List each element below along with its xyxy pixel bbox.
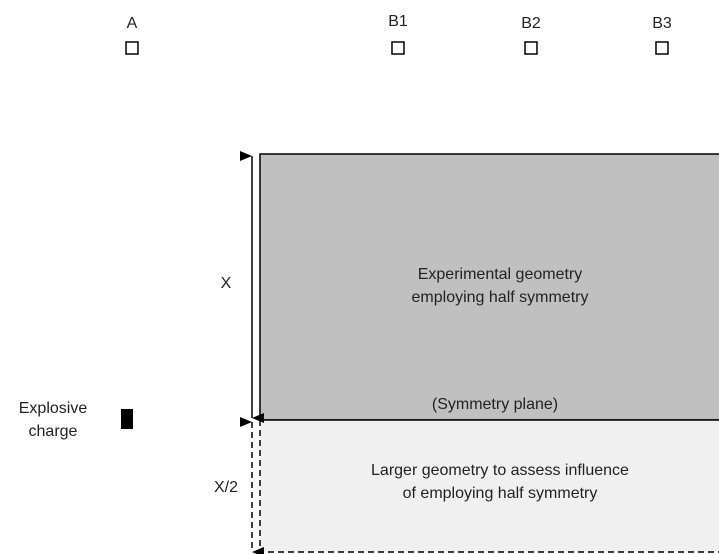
larger-geometry: [260, 420, 719, 552]
gauge-a: A: [125, 15, 139, 55]
geometry-label: employing half symmetry: [412, 289, 589, 306]
experimental-geometry: [259, 153, 719, 421]
gauge-b2: B2: [521, 15, 541, 55]
symmetry-plane-label: (Symmetry plane): [432, 396, 558, 413]
gauge-label: A: [127, 15, 138, 32]
dimension-label: X/2: [214, 479, 238, 496]
gauge-marker: [655, 41, 669, 55]
charge-label: Explosive: [19, 400, 88, 417]
gauge-b3: B3: [652, 15, 672, 55]
gauge-marker: [524, 41, 538, 55]
gauge-marker: [391, 41, 405, 55]
dimension-label: X: [221, 275, 232, 292]
gauge-label: B3: [652, 15, 672, 32]
geometry-label: Larger geometry to assess influence: [371, 462, 629, 479]
geometry-label: of employing half symmetry: [403, 485, 598, 502]
gauge-b1: B1: [388, 13, 408, 55]
explosive-charge: [121, 409, 133, 429]
gauge-label: B2: [521, 15, 541, 32]
geometry-label: Experimental geometry: [418, 266, 583, 283]
charge-label: charge: [29, 423, 78, 440]
gauge-label: B1: [388, 13, 408, 30]
gauge-marker: [125, 41, 139, 55]
